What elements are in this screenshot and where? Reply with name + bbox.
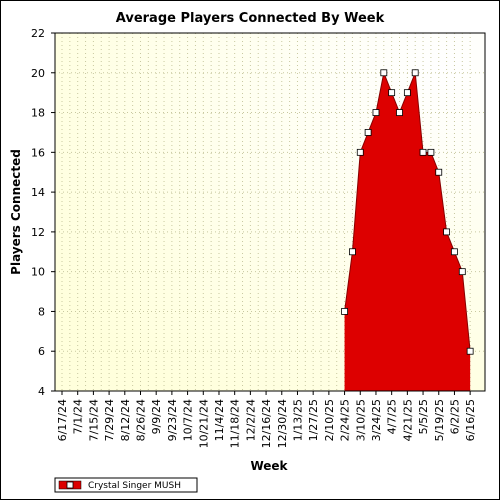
data-point bbox=[380, 69, 388, 77]
x-tick-label: 3/10/25 bbox=[354, 399, 367, 441]
y-axis-label: Players Connected bbox=[9, 149, 23, 275]
data-point bbox=[403, 89, 411, 97]
data-point bbox=[349, 248, 356, 256]
x-tick-label: 7/1/24 bbox=[72, 399, 85, 434]
x-tick-label: 8/26/24 bbox=[134, 399, 147, 441]
y-tick-label: 12 bbox=[31, 226, 45, 239]
x-tick-label: 6/16/25 bbox=[464, 399, 477, 441]
x-tick-label: 2/10/25 bbox=[323, 399, 336, 441]
x-tick-label: 12/16/24 bbox=[260, 399, 273, 448]
y-tick-label: 8 bbox=[38, 305, 45, 318]
data-point bbox=[388, 89, 396, 97]
legend-label: Crystal Singer MUSH bbox=[88, 481, 181, 491]
x-tick-label: 7/29/24 bbox=[103, 399, 116, 441]
x-tick-label: 4/21/25 bbox=[401, 399, 414, 441]
x-tick-label: 7/15/24 bbox=[87, 399, 100, 441]
data-point bbox=[458, 268, 466, 276]
series-area bbox=[344, 72, 471, 392]
y-axis-ticks: 4 6 8 10 12 14 16 18 20 22 bbox=[31, 27, 55, 398]
data-point bbox=[443, 228, 451, 236]
legend-marker bbox=[66, 481, 74, 489]
x-axis-ticks: 6/17/24 7/1/24 7/15/24 7/29/24 8/12/24 8/26/2… bbox=[56, 391, 477, 448]
y-tick-label: 22 bbox=[31, 27, 45, 40]
legend-box bbox=[54, 477, 198, 493]
x-tick-label: 1/27/25 bbox=[307, 399, 320, 441]
data-point bbox=[451, 248, 458, 256]
x-tick-label: 4/7/25 bbox=[386, 399, 399, 434]
y-tick-label: 18 bbox=[31, 107, 45, 120]
y-tick-label: 6 bbox=[38, 345, 45, 358]
data-point bbox=[466, 347, 474, 355]
x-tick-label: 5/19/25 bbox=[433, 399, 446, 441]
x-tick-label: 12/30/24 bbox=[276, 399, 289, 448]
y-tick-label: 20 bbox=[31, 67, 45, 80]
x-tick-label: 9/9/24 bbox=[150, 399, 163, 434]
plot-border bbox=[54, 32, 486, 392]
x-tick-label: 11/18/24 bbox=[229, 399, 242, 448]
x-tick-label: 3/24/25 bbox=[370, 399, 383, 441]
x-tick-label: 5/5/25 bbox=[417, 399, 430, 434]
data-point bbox=[341, 308, 348, 315]
y-tick-label: 14 bbox=[31, 186, 45, 199]
y-tick-label: 10 bbox=[31, 266, 45, 279]
data-point bbox=[364, 129, 372, 136]
chart-title: Average Players Connected By Week bbox=[116, 11, 385, 26]
data-point bbox=[427, 148, 435, 156]
x-tick-label: 9/23/24 bbox=[166, 399, 179, 441]
series-area-layer bbox=[341, 69, 474, 392]
x-tick-label: 1/13/25 bbox=[291, 399, 304, 441]
data-point bbox=[435, 168, 443, 176]
data-point bbox=[372, 109, 380, 116]
y-tick-label: 4 bbox=[38, 385, 45, 398]
legend: Crystal Singer MUSH bbox=[54, 477, 198, 493]
data-point bbox=[411, 69, 419, 77]
x-tick-label: 10/21/24 bbox=[197, 399, 210, 448]
x-tick-label: 11/4/24 bbox=[213, 399, 226, 441]
x-axis-label: Week bbox=[250, 459, 288, 473]
x-tick-label: 2/24/25 bbox=[339, 399, 352, 441]
x-tick-label: 6/17/24 bbox=[56, 399, 69, 441]
y-tick-label: 16 bbox=[31, 146, 45, 159]
data-point bbox=[396, 109, 403, 116]
x-tick-label: 6/2/25 bbox=[448, 399, 461, 434]
data-point bbox=[356, 148, 364, 156]
x-tick-label: 12/2/24 bbox=[244, 399, 257, 441]
x-tick-label: 8/12/24 bbox=[119, 399, 132, 441]
x-tick-label: 10/7/24 bbox=[182, 399, 195, 441]
data-point bbox=[419, 148, 427, 156]
